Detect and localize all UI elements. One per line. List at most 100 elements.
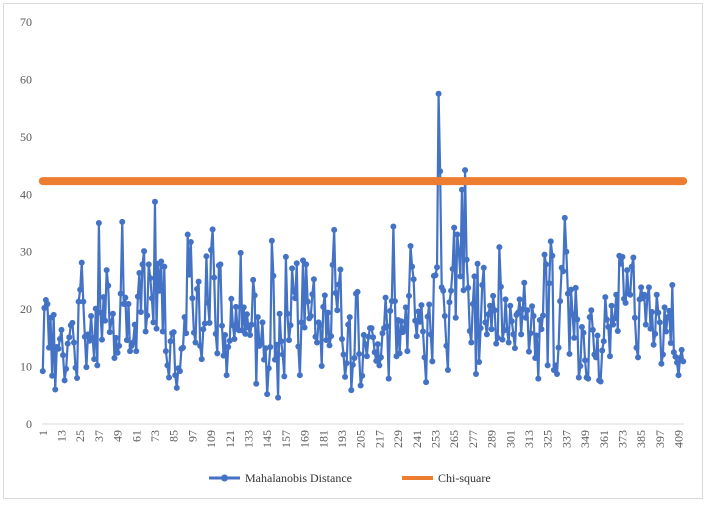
- data-point-mahalanobis: [412, 317, 419, 324]
- data-point-mahalanobis: [289, 265, 296, 272]
- data-point-mahalanobis: [332, 290, 339, 297]
- data-point-mahalanobis: [502, 296, 509, 303]
- data-point-mahalanobis: [253, 380, 260, 387]
- data-point-mahalanobis: [373, 357, 380, 364]
- data-point-mahalanobis: [605, 323, 612, 330]
- data-point-mahalanobis: [667, 340, 674, 347]
- data-point-mahalanobis: [606, 353, 613, 360]
- data-point-mahalanobis: [181, 314, 188, 321]
- data-point-mahalanobis: [46, 344, 53, 351]
- data-point-mahalanobis: [153, 325, 160, 332]
- data-point-mahalanobis: [515, 309, 522, 316]
- data-point-mahalanobis: [321, 292, 328, 299]
- data-point-mahalanobis: [631, 314, 638, 321]
- data-point-mahalanobis: [69, 319, 76, 326]
- data-point-mahalanobis: [608, 302, 615, 309]
- data-point-mahalanobis: [293, 260, 300, 267]
- data-point-mahalanobis: [276, 310, 283, 317]
- data-point-mahalanobis: [189, 295, 196, 302]
- data-point-mahalanobis: [415, 308, 422, 315]
- data-point-mahalanobis: [317, 322, 324, 329]
- data-point-mahalanobis: [427, 331, 434, 338]
- data-point-mahalanobis: [92, 305, 99, 312]
- data-point-mahalanobis: [340, 351, 347, 358]
- data-point-mahalanobis: [382, 294, 389, 301]
- data-point-mahalanobis: [449, 265, 456, 272]
- data-point-mahalanobis: [474, 260, 481, 267]
- data-point-mahalanobis: [240, 304, 247, 311]
- x-tick-label: 181: [316, 430, 330, 448]
- data-point-mahalanobis: [136, 269, 143, 276]
- data-point-mahalanobis: [658, 360, 665, 367]
- data-point-mahalanobis: [172, 372, 179, 379]
- data-point-mahalanobis: [63, 365, 70, 372]
- data-point-mahalanobis: [50, 311, 57, 318]
- data-point-mahalanobis: [338, 336, 345, 343]
- data-point-mahalanobis: [203, 253, 210, 260]
- x-tick-label: 145: [260, 430, 274, 448]
- data-point-mahalanobis: [243, 311, 250, 318]
- data-point-mahalanobis: [323, 337, 330, 344]
- data-point-mahalanobis: [150, 319, 157, 326]
- data-point-mahalanobis: [184, 231, 191, 238]
- data-point-mahalanobis: [108, 318, 115, 325]
- data-point-mahalanobis: [285, 337, 292, 344]
- x-tick-label: 217: [372, 430, 386, 448]
- data-point-mahalanobis: [387, 307, 394, 314]
- data-point-mahalanobis: [569, 311, 576, 318]
- data-point-mahalanobis: [345, 321, 352, 328]
- data-point-mahalanobis: [496, 244, 503, 251]
- data-point-mahalanobis: [180, 344, 187, 351]
- data-point-mahalanobis: [644, 293, 651, 300]
- data-point-mahalanobis: [127, 348, 134, 355]
- data-point-mahalanobis: [401, 325, 408, 332]
- data-point-mahalanobis: [638, 284, 645, 291]
- data-point-mahalanobis: [524, 307, 531, 314]
- data-point-mahalanobis: [594, 332, 601, 339]
- x-tick-label: 277: [466, 430, 480, 448]
- data-point-mahalanobis: [70, 339, 77, 346]
- data-point-mahalanobis: [116, 342, 123, 349]
- data-point-mahalanobis: [337, 266, 344, 273]
- x-tick-label: 133: [241, 430, 255, 448]
- data-point-mahalanobis: [649, 309, 656, 316]
- data-point-mahalanobis: [303, 261, 310, 268]
- data-point-mahalanobis: [204, 299, 211, 306]
- data-point-mahalanobis: [508, 318, 515, 325]
- data-point-mahalanobis: [563, 248, 570, 255]
- data-point-mahalanobis: [334, 307, 341, 314]
- data-point-mahalanobis: [176, 368, 183, 375]
- data-point-mahalanobis: [212, 330, 219, 337]
- data-point-mahalanobis: [80, 298, 87, 305]
- data-point-mahalanobis: [546, 280, 553, 287]
- data-point-mahalanobis: [409, 263, 416, 270]
- data-point-mahalanobis: [56, 336, 63, 343]
- data-point-mahalanobis: [312, 333, 319, 340]
- data-point-mahalanobis: [435, 90, 442, 97]
- data-point-mahalanobis: [233, 303, 239, 310]
- x-tick-label: 361: [597, 430, 611, 448]
- data-point-mahalanobis: [494, 334, 501, 341]
- data-point-mahalanobis: [64, 340, 71, 347]
- data-point-mahalanobis: [521, 279, 528, 286]
- x-tick-label: 37: [92, 430, 106, 442]
- data-point-mahalanobis: [349, 361, 356, 368]
- series-line-mahalanobis: [41, 92, 685, 399]
- data-point-mahalanobis: [301, 324, 308, 331]
- data-point-mahalanobis: [613, 291, 620, 298]
- data-point-mahalanobis: [627, 291, 634, 298]
- data-point-mahalanobis: [480, 264, 487, 271]
- data-point-mahalanobis: [659, 351, 666, 358]
- data-point-mahalanobis: [195, 278, 202, 285]
- data-point-mahalanobis: [647, 325, 654, 332]
- data-point-mahalanobis: [190, 329, 197, 336]
- data-point-mahalanobis: [214, 350, 221, 357]
- data-point-mahalanobis: [209, 226, 216, 233]
- data-point-mahalanobis: [183, 330, 190, 337]
- data-point-mahalanobis: [538, 326, 545, 333]
- data-point-mahalanobis: [444, 367, 451, 374]
- data-point-mahalanobis: [635, 354, 642, 361]
- data-point-mahalanobis: [549, 252, 556, 259]
- data-point-mahalanobis: [510, 331, 517, 338]
- x-tick-label: 73: [148, 430, 162, 442]
